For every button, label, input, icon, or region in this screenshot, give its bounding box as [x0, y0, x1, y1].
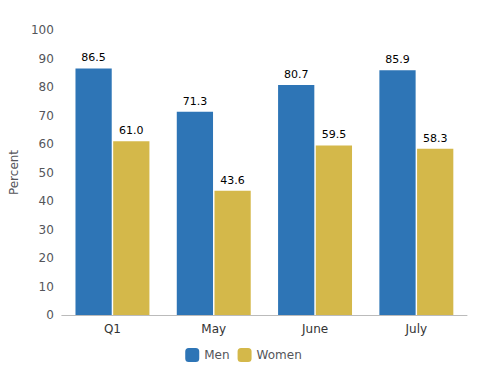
svg-text:90: 90: [39, 52, 54, 66]
svg-text:43.6: 43.6: [220, 174, 245, 187]
svg-text:71.3: 71.3: [183, 95, 208, 108]
svg-text:59.5: 59.5: [322, 128, 347, 141]
svg-text:61.0: 61.0: [119, 124, 144, 137]
svg-text:20: 20: [39, 251, 54, 265]
svg-text:100: 100: [31, 23, 54, 37]
svg-text:10: 10: [39, 280, 54, 294]
svg-text:July: July: [405, 322, 428, 336]
svg-text:40: 40: [39, 194, 54, 208]
svg-text:Men: Men: [204, 348, 229, 362]
svg-text:30: 30: [39, 223, 54, 237]
svg-text:70: 70: [39, 109, 54, 123]
svg-text:Percent: Percent: [7, 150, 21, 195]
svg-text:80.7: 80.7: [284, 68, 309, 81]
svg-text:60: 60: [39, 137, 54, 151]
svg-text:0: 0: [46, 308, 54, 322]
svg-text:85.9: 85.9: [385, 53, 410, 66]
svg-text:58.3: 58.3: [423, 132, 448, 145]
svg-text:50: 50: [39, 166, 54, 180]
svg-text:May: May: [201, 322, 226, 336]
svg-text:80: 80: [39, 80, 54, 94]
svg-text:June: June: [301, 322, 328, 336]
svg-text:86.5: 86.5: [81, 51, 106, 64]
svg-text:Q1: Q1: [104, 322, 121, 336]
svg-text:Women: Women: [257, 348, 302, 362]
